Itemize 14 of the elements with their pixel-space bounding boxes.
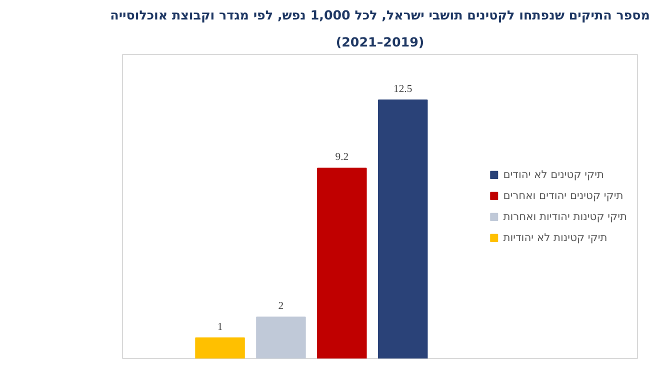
bar [256,316,306,358]
legend-label: תיקי קטינים לא יהודים [503,168,604,181]
legend-label: תיקי קטינות לא יהודיות [503,231,608,244]
bar [195,337,245,358]
data-label: 9.2 [335,152,349,164]
bar [317,168,367,358]
data-label: 1 [217,322,223,333]
data-label: 12.5 [394,84,412,95]
chart-subtitle: (2021–2019) [336,34,424,50]
legend-label: תיקי קטינים יהודים ואחרים [503,189,624,202]
bar [378,99,428,358]
data-label: 2 [278,301,284,312]
chart-title: מספר התיקים שנפתחו לקטינים תושבי ישראל, לכל 1,000 נפש, לפי מגדר וקבוצת אוכלוסייה [110,8,650,24]
legend-label: תיקי קטינות יהודיות ואחרות [503,210,627,223]
